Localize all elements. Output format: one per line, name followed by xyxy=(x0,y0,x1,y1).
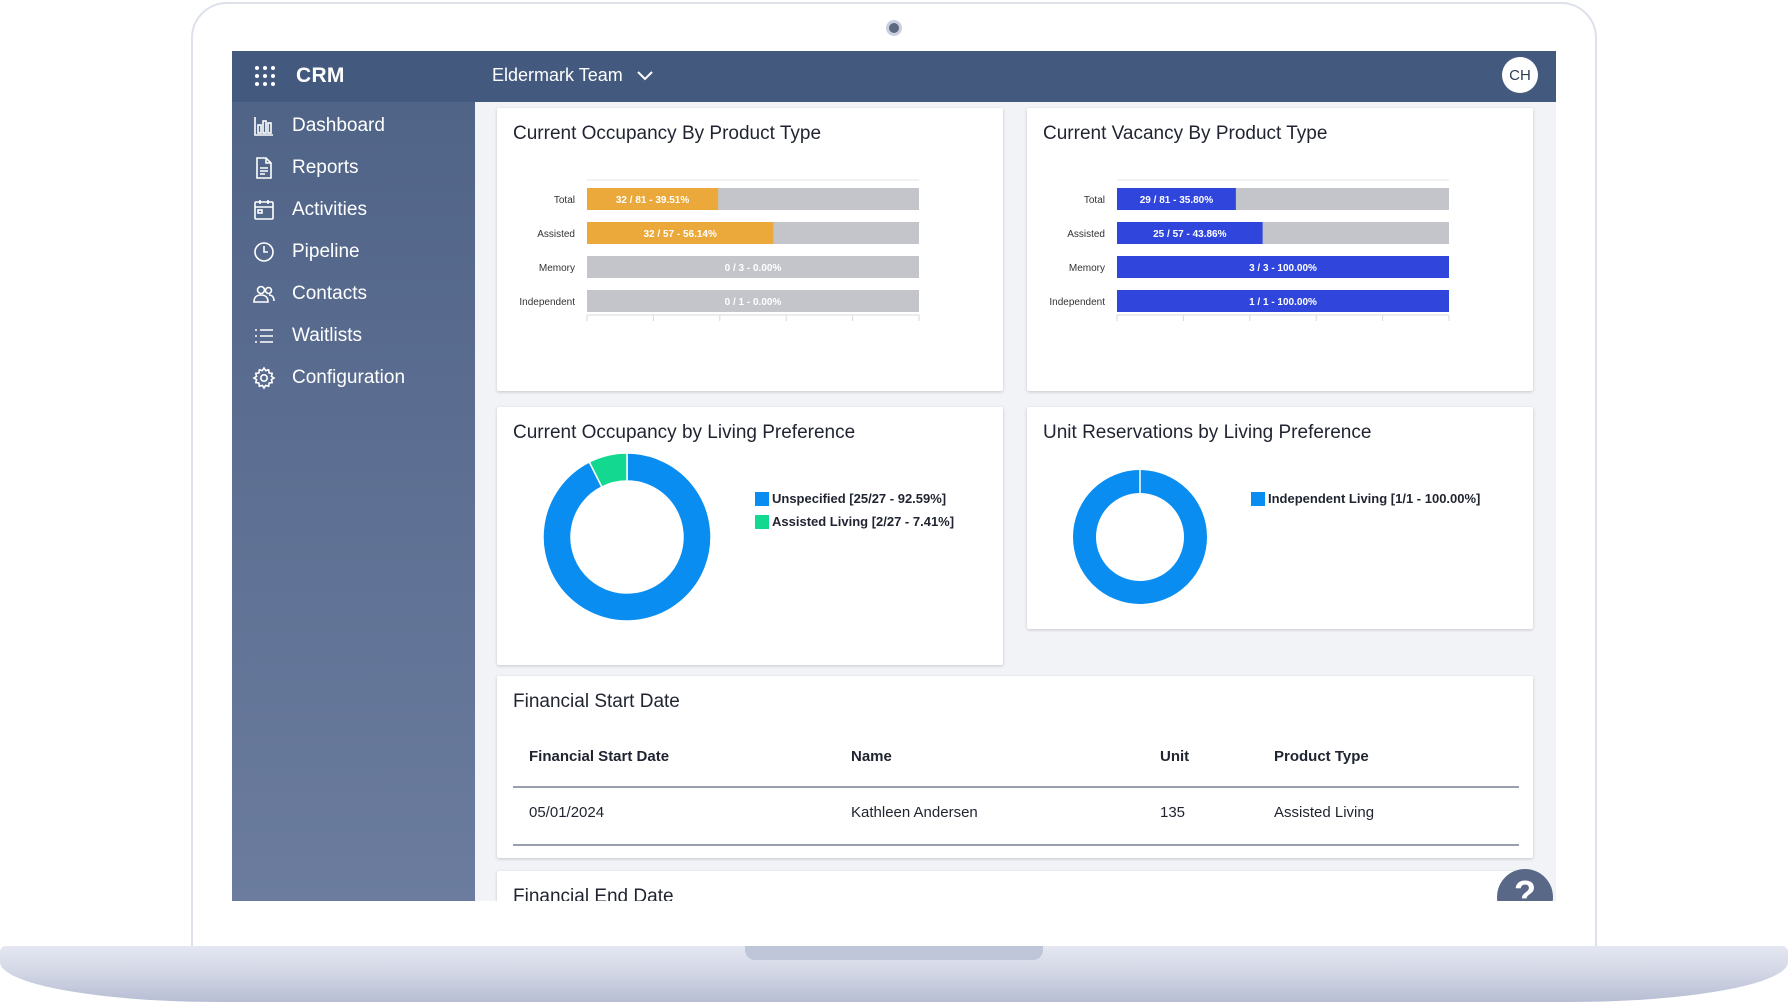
sidebar-item-label: Waitlists xyxy=(292,325,363,346)
financial-end-card: Financial End Date xyxy=(497,871,1533,901)
occupancy-legend: Unspecified [25/27 - 92.59%] Assisted Li… xyxy=(755,487,954,533)
sidebar-item-reports[interactable]: Reports xyxy=(252,154,359,182)
gear-icon xyxy=(252,366,276,390)
card-title: Current Vacancy By Product Type xyxy=(1043,123,1328,144)
reservations-legend: Independent Living [1/1 - 100.00%] xyxy=(1251,487,1480,510)
table-cell: 05/01/2024 xyxy=(529,804,605,821)
sidebar-item-label: Dashboard xyxy=(292,115,385,136)
team-name: Eldermark Team xyxy=(492,65,623,85)
category-label: Assisted xyxy=(537,229,575,240)
financial-start-card: Financial Start Date Financial Start Dat… xyxy=(497,676,1533,858)
table-cell: 135 xyxy=(1160,804,1186,821)
vacancy-product-card: Current Vacancy By Product Type Total 29 … xyxy=(1027,108,1533,391)
reservations-living-card: Unit Reservations by Living Preference I… xyxy=(1027,407,1533,629)
sidebar-item-waitlists[interactable]: Waitlists xyxy=(252,322,362,350)
legend-label: Independent Living [1/1 - 100.00%] xyxy=(1268,491,1481,506)
bar xyxy=(1117,222,1263,244)
sidebar-item-contacts[interactable]: Contacts xyxy=(252,280,367,308)
category-label: Independent xyxy=(1049,297,1105,308)
data-label: 3 / 3 - 100.00% xyxy=(1249,263,1317,274)
legend-swatch xyxy=(755,491,769,506)
reservations-donut-chart xyxy=(1073,470,1207,604)
legend-label: Unspecified [25/27 - 92.59%] xyxy=(772,491,947,506)
card-title: Unit Reservations by Living Preference xyxy=(1043,422,1372,443)
camera-dot xyxy=(886,20,902,36)
column-header[interactable]: Product Type xyxy=(1274,748,1369,765)
laptop-notch xyxy=(745,946,1043,960)
app-grid-icon[interactable] xyxy=(254,65,276,87)
card-title: Financial End Date xyxy=(513,886,674,901)
bar-chart-icon xyxy=(254,117,273,136)
column-header[interactable]: Financial Start Date xyxy=(529,748,670,765)
bar xyxy=(1117,256,1449,278)
chevron-down-icon xyxy=(637,70,653,80)
bar xyxy=(587,188,719,210)
calendar-icon xyxy=(254,200,274,220)
sidebar-item-label: Reports xyxy=(292,157,359,178)
user-avatar[interactable]: CH xyxy=(1502,57,1538,93)
vacancy-bar-chart: Total 29 / 81 - 35.80% Assisted 25 / 57 - 4… xyxy=(1049,179,1450,321)
top-bar: CRM Eldermark Team CH xyxy=(232,51,1556,102)
legend-swatch xyxy=(755,514,769,529)
legend-item: Independent Living [1/1 - 100.00%] xyxy=(1251,487,1480,510)
occupancy-product-card: Current Occupancy By Product Type Total 3… xyxy=(497,108,1003,391)
table-cell: Kathleen Andersen xyxy=(851,804,978,821)
occupancy-donut-chart xyxy=(542,452,712,622)
header-divider xyxy=(513,786,1519,788)
bar xyxy=(1117,290,1449,312)
data-label: 0 / 1 - 0.00% xyxy=(725,297,782,308)
app-name: CRM xyxy=(296,64,345,87)
donut-slice xyxy=(588,452,628,488)
sidebar-item-label: Activities xyxy=(292,199,367,220)
column-header[interactable]: Unit xyxy=(1160,748,1190,765)
occupancy-bar-chart: Total 32 / 81 - 39.51% Assisted 32 / 57 - 5… xyxy=(519,179,920,321)
legend-swatch xyxy=(1251,491,1265,506)
card-title: Current Occupancy by Living Preference xyxy=(513,422,856,443)
dashboard-content: Current Occupancy By Product Type Total 3… xyxy=(475,102,1556,901)
sidebar-item-pipeline[interactable]: Pipeline xyxy=(252,238,360,266)
data-label: 29 / 81 - 35.80% xyxy=(1140,195,1213,206)
category-label: Memory xyxy=(539,263,575,274)
category-label: Total xyxy=(1084,195,1105,206)
team-selector[interactable]: Eldermark Team xyxy=(492,65,653,86)
bar-remainder xyxy=(587,256,919,278)
sidebar: Dashboard Reports Activities Pipeline Co… xyxy=(232,102,475,901)
table-cell: Assisted Living xyxy=(1274,804,1375,821)
data-label: 32 / 57 - 56.14% xyxy=(643,229,716,240)
donut-slice xyxy=(1073,470,1207,604)
people-icon xyxy=(253,285,275,303)
card-title: Current Occupancy By Product Type xyxy=(513,123,822,144)
legend-label: Assisted Living [2/27 - 7.41%] xyxy=(772,514,955,529)
bar xyxy=(1117,188,1236,210)
bar-remainder xyxy=(587,290,919,312)
bar xyxy=(587,222,774,244)
row-divider xyxy=(513,844,1519,846)
occupancy-living-card: Current Occupancy by Living Preference U… xyxy=(497,407,1003,665)
sidebar-item-configuration[interactable]: Configuration xyxy=(252,364,405,392)
list-icon xyxy=(255,329,273,343)
legend-item: Assisted Living [2/27 - 7.41%] xyxy=(755,510,954,533)
sidebar-item-activities[interactable]: Activities xyxy=(252,196,367,224)
document-icon xyxy=(256,157,272,179)
clock-icon xyxy=(254,242,274,262)
app-screen: CRM Eldermark Team CH Dashboard Reports xyxy=(232,51,1556,901)
sidebar-item-dashboard[interactable]: Dashboard xyxy=(252,112,385,140)
category-label: Independent xyxy=(519,297,575,308)
data-label: 25 / 57 - 43.86% xyxy=(1153,229,1226,240)
sidebar-item-label: Configuration xyxy=(292,367,406,388)
category-label: Total xyxy=(554,195,575,206)
data-label: 32 / 81 - 39.51% xyxy=(616,195,689,206)
card-title: Financial Start Date xyxy=(513,691,680,712)
data-label: 1 / 1 - 100.00% xyxy=(1249,297,1317,308)
donut-slice xyxy=(542,452,712,622)
legend-item: Unspecified [25/27 - 92.59%] xyxy=(755,487,954,510)
column-header[interactable]: Name xyxy=(851,748,892,765)
sidebar-item-label: Pipeline xyxy=(292,241,360,262)
category-label: Assisted xyxy=(1067,229,1105,240)
sidebar-item-label: Contacts xyxy=(292,283,367,304)
data-label: 0 / 3 - 0.00% xyxy=(725,263,782,274)
category-label: Memory xyxy=(1069,263,1105,274)
